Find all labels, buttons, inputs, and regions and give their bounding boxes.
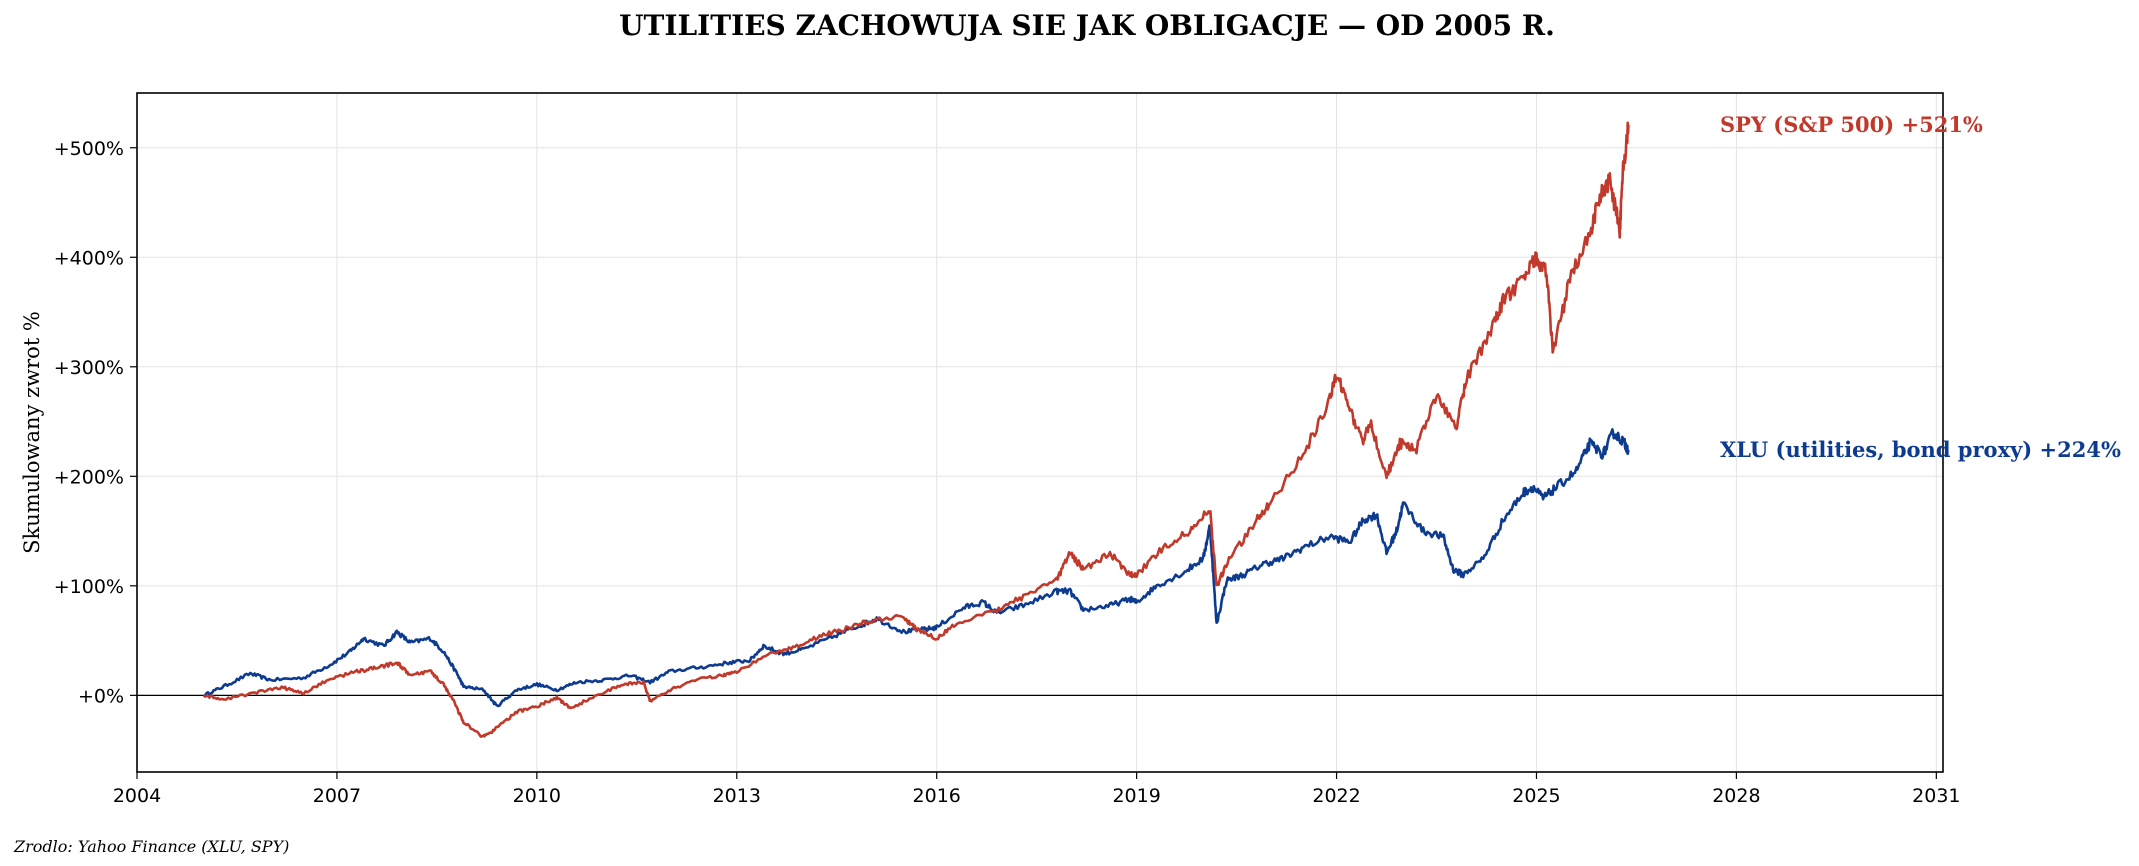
series-layer — [202, 121, 1630, 738]
x-tick-label: 2016 — [913, 785, 961, 807]
chart-title: UTILITIES ZACHOWUJA SIE JAK OBLIGACJE — … — [619, 9, 1555, 42]
grid — [136, 93, 1943, 772]
plot-frame — [136, 92, 1944, 773]
y-tick-label: +400% — [54, 247, 124, 269]
x-tick-label: 2025 — [1512, 785, 1560, 807]
x-tick-label: 2031 — [1912, 785, 1960, 807]
y-tick-label: +100% — [54, 576, 124, 598]
x-tick-label: 2007 — [313, 785, 361, 807]
series-label-xlu: XLU (utilities, bond proxy) +224% — [1720, 437, 2121, 462]
y-tick-label: +300% — [54, 357, 124, 379]
x-axis: 2004 2007 2010 2013 2016 2019 2022 2025 2028 2031 — [113, 772, 1961, 807]
x-tick-label: 2004 — [113, 785, 161, 807]
x-tick-label: 2010 — [513, 785, 561, 807]
series-line-xlu — [203, 428, 1630, 708]
y-tick-label: +0% — [78, 685, 124, 707]
y-tick-label: +500% — [54, 138, 124, 160]
series-labels: XLU (utilities, bond proxy) +224% SPY (S&… — [1720, 112, 2121, 462]
series-label-spy: SPY (S&P 500) +521% — [1720, 112, 1983, 137]
source-note: Zrodlo: Yahoo Finance (XLU, SPY) — [13, 837, 289, 856]
y-axis-label: Skumulowany zwrot % — [20, 311, 44, 554]
y-axis: +0% +100% +200% +300% +400% +500% — [54, 138, 137, 707]
y-tick-label: +200% — [54, 466, 124, 488]
x-tick-label: 2022 — [1312, 785, 1360, 807]
x-tick-label: 2019 — [1112, 785, 1160, 807]
series-line-spy — [202, 121, 1630, 738]
x-tick-label: 2013 — [713, 785, 761, 807]
x-tick-label: 2028 — [1712, 785, 1760, 807]
